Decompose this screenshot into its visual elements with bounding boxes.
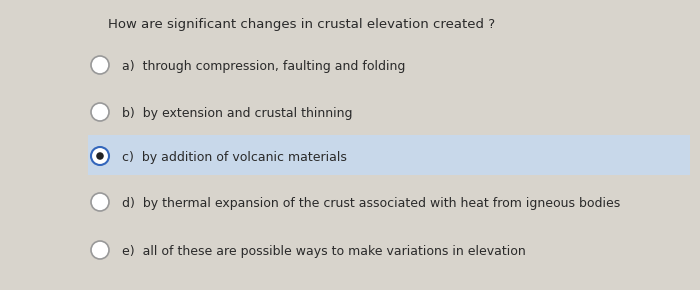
Circle shape bbox=[91, 147, 109, 165]
Circle shape bbox=[91, 56, 109, 74]
Bar bbox=[88, 135, 690, 175]
Circle shape bbox=[91, 193, 109, 211]
Text: d)  by thermal expansion of the crust associated with heat from igneous bodies: d) by thermal expansion of the crust ass… bbox=[122, 197, 620, 210]
Circle shape bbox=[94, 150, 106, 162]
Text: a)  through compression, faulting and folding: a) through compression, faulting and fol… bbox=[122, 60, 405, 73]
Text: e)  all of these are possible ways to make variations in elevation: e) all of these are possible ways to mak… bbox=[122, 245, 526, 258]
Circle shape bbox=[91, 241, 109, 259]
Text: c)  by addition of volcanic materials: c) by addition of volcanic materials bbox=[122, 151, 347, 164]
Text: b)  by extension and crustal thinning: b) by extension and crustal thinning bbox=[122, 107, 353, 120]
Circle shape bbox=[91, 103, 109, 121]
Circle shape bbox=[96, 152, 104, 160]
Text: How are significant changes in crustal elevation created ?: How are significant changes in crustal e… bbox=[108, 18, 495, 31]
